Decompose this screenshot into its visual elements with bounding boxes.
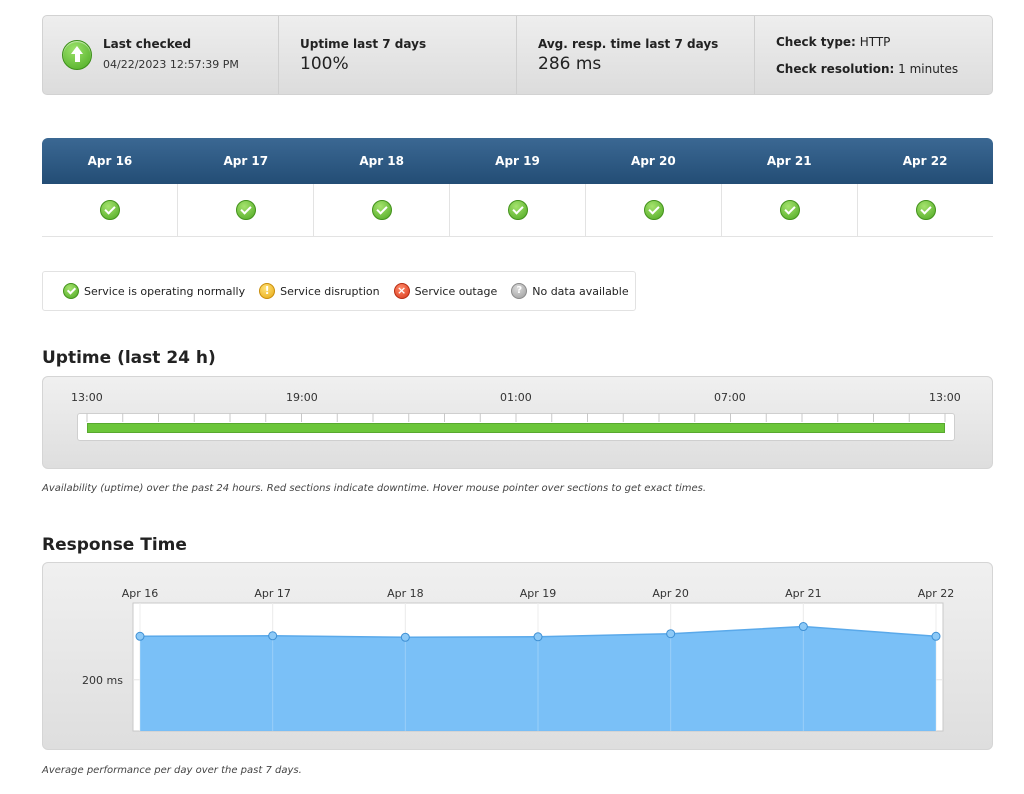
day-header: Apr 20	[631, 154, 676, 168]
status-up-icon	[62, 40, 92, 70]
last-checked-cell: Last checked 04/22/2023 12:57:39 PM	[43, 16, 279, 94]
warning-icon: !	[259, 283, 276, 299]
check-type: Check type: HTTP	[776, 35, 890, 49]
check-resolution-label: Check resolution:	[776, 62, 895, 76]
uptime-tick-label: 19:00	[286, 391, 318, 404]
response-time-chart: 200 ms Apr 16 Apr 17 Apr 18 Apr 19 Apr 20 Apr …	[82, 587, 955, 732]
day-status-cell[interactable]	[722, 184, 858, 236]
uptime-label: Uptime last 7 days	[300, 37, 427, 51]
response-time-area	[140, 626, 936, 731]
status-ok-icon	[63, 283, 79, 299]
uptime-tick-label: 07:00	[714, 391, 746, 404]
response-time-title: Response Time	[42, 535, 187, 555]
response-time-point[interactable]	[931, 631, 941, 641]
legend-disruption: ! Service disruption	[259, 283, 380, 299]
uptime-hour-ticks	[86, 413, 946, 422]
legend-normal: Service is operating normally	[63, 283, 245, 299]
avg-resp-cell: Avg. resp. time last 7 days 286 ms	[517, 16, 755, 94]
check-info-cell: Check type: HTTP Check resolution: 1 min…	[755, 16, 992, 94]
x-tick-label: Apr 16	[122, 587, 159, 600]
question-icon: ?	[511, 283, 528, 299]
day-header: Apr 22	[902, 154, 948, 168]
last-checked-label: Last checked	[103, 37, 192, 51]
summary-bar: Last checked 04/22/2023 12:57:39 PM Upti…	[42, 15, 993, 95]
uptime-bar[interactable]	[87, 423, 945, 433]
status-ok-icon	[371, 200, 392, 220]
avg-resp-label: Avg. resp. time last 7 days	[538, 37, 719, 51]
check-resolution: Check resolution: 1 minutes	[776, 62, 958, 76]
uptime-track	[77, 413, 955, 441]
day-status-cell[interactable]	[858, 184, 993, 236]
response-time-panel: 200 ms Apr 16 Apr 17 Apr 18 Apr 19 Apr 20 Apr …	[42, 562, 993, 750]
outage-x-icon: ×	[393, 283, 410, 299]
x-tick-label: Apr 18	[387, 587, 424, 600]
legend-disruption-label: Service disruption	[280, 284, 380, 298]
daily-status-table: Apr 16 Apr 17 Apr 18 Apr 19 Apr 20 Apr 2…	[42, 138, 993, 237]
legend-outage: × Service outage	[393, 283, 498, 299]
check-type-value: HTTP	[859, 35, 891, 49]
uptime-caption: Availability (uptime) over the past 24 h…	[42, 483, 707, 494]
response-time-caption: Average performance per day over the pas…	[42, 765, 302, 776]
day-status-cell[interactable]	[314, 184, 450, 236]
uptime-tick-label: 01:00	[500, 391, 532, 404]
response-time-point[interactable]	[400, 632, 410, 642]
response-time-point[interactable]	[798, 622, 808, 632]
legend-normal-label: Service is operating normally	[84, 284, 246, 298]
uptime-tick-label: 13:00	[71, 391, 103, 404]
uptime-panel: 13:00 19:00 01:00 07:00 13:00	[42, 376, 993, 469]
status-ok-icon	[507, 200, 528, 220]
day-header: Apr 21	[766, 154, 812, 168]
status-ok-icon	[99, 200, 120, 220]
uptime-value: 100%	[300, 54, 349, 74]
response-time-point[interactable]	[268, 631, 278, 641]
x-tick-label: Apr 21	[785, 587, 822, 600]
day-status-cell[interactable]	[450, 184, 586, 236]
response-time-point[interactable]	[533, 632, 543, 642]
daily-status-row	[42, 184, 993, 237]
status-legend: Service is operating normally ! Service …	[42, 271, 636, 311]
avg-resp-value: 286 ms	[538, 54, 602, 74]
response-time-point[interactable]	[666, 629, 676, 639]
daily-status-header: Apr 16 Apr 17 Apr 18 Apr 19 Apr 20 Apr 2…	[42, 138, 993, 184]
x-tick-label: Apr 19	[520, 587, 557, 600]
x-tick-label: Apr 22	[918, 587, 955, 600]
status-ok-icon	[643, 200, 664, 220]
uptime-title: Uptime (last 24 h)	[42, 348, 216, 368]
legend-nodata-label: No data available	[532, 284, 629, 298]
last-checked-value: 04/22/2023 12:57:39 PM	[103, 58, 239, 71]
day-status-cell[interactable]	[178, 184, 314, 236]
status-ok-icon	[779, 200, 800, 220]
day-header: Apr 17	[223, 154, 269, 168]
uptime-cell: Uptime last 7 days 100%	[279, 16, 517, 94]
uptime-tick-label: 13:00	[929, 391, 961, 404]
check-resolution-value: 1 minutes	[898, 62, 959, 76]
y-tick-label: 200 ms	[82, 674, 123, 687]
day-header: Apr 16	[87, 154, 133, 168]
legend-outage-label: Service outage	[414, 284, 498, 298]
check-type-label: Check type:	[776, 35, 856, 49]
status-ok-icon	[915, 200, 936, 220]
legend-nodata: ? No data available	[511, 283, 629, 299]
day-status-cell[interactable]	[586, 184, 722, 236]
x-tick-label: Apr 17	[254, 587, 291, 600]
day-status-cell[interactable]	[42, 184, 178, 236]
status-ok-icon	[235, 200, 256, 220]
day-header: Apr 18	[359, 154, 404, 168]
x-tick-label: Apr 20	[652, 587, 689, 600]
response-time-point[interactable]	[135, 631, 145, 641]
day-header: Apr 19	[495, 154, 540, 168]
